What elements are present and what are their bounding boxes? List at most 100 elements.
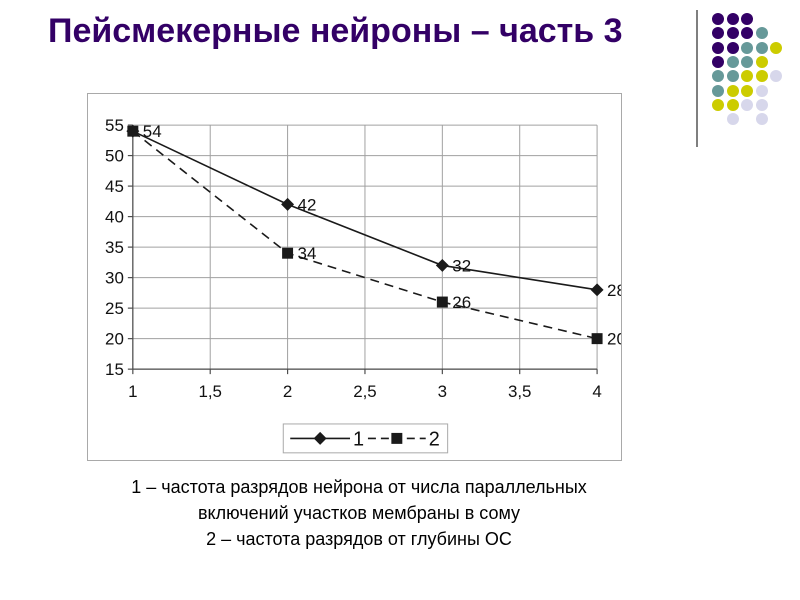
series-1-marker [435,258,449,272]
dot-cell [711,98,726,112]
dot-row [711,12,784,26]
dot-cell [711,12,726,26]
dot-cell [711,69,726,83]
decor-dot [712,41,725,54]
dot-cell [769,98,784,112]
decor-dot [726,41,739,54]
dot-cell [755,41,770,55]
y-tick-label: 15 [105,360,124,379]
series-1-line [132,130,598,291]
dot-cell [755,12,770,26]
dot-cell [726,83,741,97]
axis-labels: 55 50 45 40 35 30 25 20 151 1,5 2 2,5 3 3,5 4 [105,116,602,401]
caption-line-1: 1 – частота разрядов нейрона от числа па… [131,477,587,497]
dot-cell [726,98,741,112]
dot-cell [726,12,741,26]
axes [127,124,598,375]
legend-marker-diamond [313,431,327,445]
dot-cell [711,41,726,55]
dot-cell [740,83,755,97]
decor-dot [726,13,739,26]
series-2: 54 34 26 20 [127,122,621,349]
decor-dot [726,56,739,69]
dot-cell [726,55,741,69]
x-tick-label: 3 [438,382,447,401]
dot-row [711,69,784,83]
dot-cell [769,41,784,55]
gridlines [132,124,598,370]
decor-dot [712,84,725,97]
legend-marker-square [391,432,403,444]
dot-cell [769,69,784,83]
dot-cell [769,55,784,69]
series-2-marker [436,296,448,308]
dot-row [711,55,784,69]
dot-cell [769,12,784,26]
data-label: 42 [298,195,317,214]
decor-dot [726,27,739,40]
dot-cell [726,41,741,55]
dot-cell [726,69,741,83]
decor-dot [741,98,754,111]
x-tick-label: 2,5 [353,382,377,401]
decor-dot [755,56,768,69]
dot-cell [755,55,770,69]
x-tick-label: 1 [128,382,137,401]
caption-line-2: включений участков мембраны в сому [197,503,521,523]
y-tick-label: 55 [105,116,124,135]
dot-cell [740,69,755,83]
decor-dot [712,98,725,111]
dot-cell [726,112,741,126]
dot-cell [740,26,755,40]
series-1-marker [590,283,604,297]
data-label: 26 [452,293,471,312]
dot-row [711,41,784,55]
decor-dot [712,13,725,26]
decor-dot [755,84,768,97]
x-tick-label: 2 [283,382,292,401]
y-tick-label: 45 [105,177,124,196]
dot-cell [740,55,755,69]
decor-dot [741,84,754,97]
series-2-line [132,130,598,340]
dot-cell [740,12,755,26]
decoration-dot-grid [711,12,784,126]
dot-cell [711,112,726,126]
decor-dot [770,41,783,54]
dot-cell [755,69,770,83]
chart: 55504540353025201511,522,533,54423228543… [87,93,622,461]
decor-dot [712,27,725,40]
dot-cell [711,26,726,40]
dot-row [711,83,784,97]
dot-cell [769,26,784,40]
x-tick-label: 1,5 [198,382,222,401]
decor-dot [755,113,768,126]
decor-dot [755,27,768,40]
decor-dot [741,27,754,40]
legend-label-1: 1 [353,428,364,450]
dot-row [711,26,784,40]
y-tick-label: 40 [105,208,124,227]
x-tick-label: 4 [592,382,601,401]
dot-cell [755,112,770,126]
dot-cell [755,83,770,97]
y-tick-label: 20 [105,330,124,349]
dot-cell [740,41,755,55]
decor-dot [726,98,739,111]
data-label: 20 [607,330,621,349]
dot-cell [711,55,726,69]
series-2-marker [282,247,294,259]
decor-dot [726,70,739,83]
slide-title: Пейсмекерные нейроны – часть 3 [48,12,623,50]
dot-row [711,112,784,126]
x-tick-label: 3,5 [508,382,532,401]
dot-row [711,98,784,112]
data-label: 28 [607,281,621,300]
series-1: 42 32 28 [126,124,621,300]
decor-dot [755,41,768,54]
decor-dot [741,70,754,83]
dot-cell [740,112,755,126]
dot-cell [711,83,726,97]
